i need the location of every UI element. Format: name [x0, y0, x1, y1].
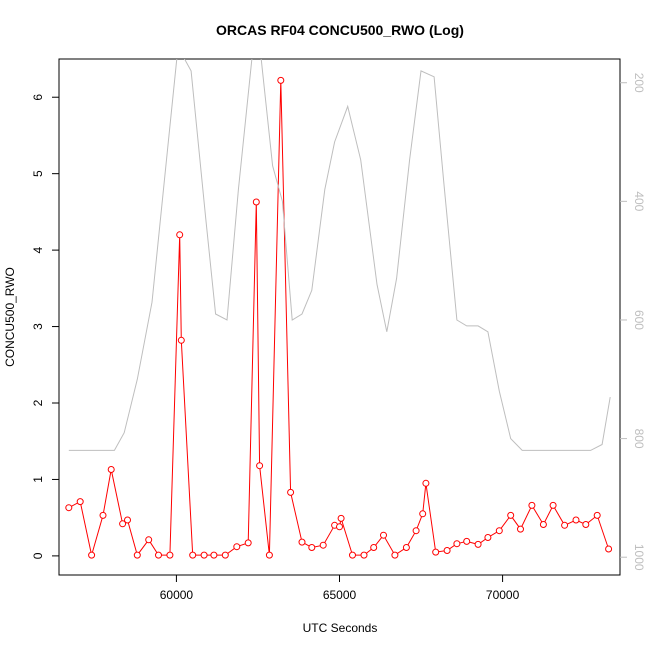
y-axis-label: CONCU500_RWO	[3, 267, 17, 367]
data-point	[463, 537, 471, 545]
data-point	[474, 540, 482, 548]
data-point	[252, 198, 260, 206]
x-tick-label: 65000	[323, 588, 357, 602]
data-point	[308, 544, 316, 551]
data-point	[298, 538, 306, 546]
data-point	[484, 534, 492, 541]
data-point	[210, 551, 218, 559]
data-point	[539, 521, 547, 528]
data-point	[133, 551, 141, 559]
axes: 60000 65000 70000 0 1 2 3 4 5 6 200 400 600 800 1000	[31, 73, 646, 602]
data-point	[277, 76, 285, 84]
data-point	[200, 551, 208, 559]
series-line-0	[68, 80, 610, 557]
chart-title: ORCAS RF04 CONCU500_RWO (Log)	[216, 22, 464, 38]
y-axis-left: 0 1 2 3 4 5 6	[31, 94, 59, 559]
data-point	[155, 551, 162, 559]
data-point	[177, 336, 185, 344]
data-point	[495, 527, 503, 535]
data-point	[549, 501, 557, 509]
data-point	[402, 544, 410, 551]
data-point	[145, 536, 153, 544]
y-tick-label: 2	[31, 399, 45, 406]
y2-tick-label: 600	[632, 310, 646, 330]
data-point	[336, 523, 343, 531]
y2-tick-label: 400	[632, 191, 646, 211]
data-point	[337, 514, 345, 522]
data-point	[582, 521, 590, 528]
x-tick-label: 60000	[160, 588, 194, 602]
data-point	[528, 501, 536, 509]
series-line-1	[68, 59, 611, 451]
y-tick-label: 3	[31, 323, 45, 330]
data-point	[561, 521, 569, 529]
y2-tick-label: 1000	[632, 544, 646, 571]
x-axis: 60000 65000 70000	[160, 575, 520, 602]
data-point	[349, 551, 356, 559]
data-point	[119, 520, 127, 528]
data-point	[99, 511, 107, 519]
y-tick-label: 6	[31, 94, 45, 101]
data-point	[422, 479, 430, 487]
plot-frame	[58, 58, 621, 576]
data-point	[412, 527, 420, 535]
y-tick-label: 1	[31, 476, 45, 483]
data-point	[517, 525, 524, 533]
data-point	[391, 551, 399, 559]
y2-tick-label: 800	[632, 429, 646, 449]
y-axis-right: 200 400 600 800 1000	[620, 73, 646, 571]
data-point	[360, 551, 368, 559]
x-axis-label: UTC Seconds	[303, 621, 378, 635]
y2-tick-label: 200	[632, 73, 646, 93]
data-point	[244, 539, 252, 547]
y-tick-label: 5	[31, 170, 45, 177]
data-point	[380, 531, 387, 539]
data-point	[432, 548, 440, 556]
data-point	[443, 547, 451, 554]
data-point	[189, 551, 197, 559]
data-point	[221, 551, 229, 559]
data-point	[593, 511, 601, 519]
data-point	[507, 511, 515, 519]
data-point	[605, 545, 613, 553]
data-point	[233, 543, 241, 551]
data-point	[107, 466, 115, 473]
data-point	[287, 488, 295, 496]
y-tick-label: 0	[31, 552, 45, 559]
data-point	[265, 551, 273, 559]
data-point	[319, 541, 327, 549]
data-point	[124, 516, 131, 524]
data-point	[166, 551, 174, 559]
data-point	[176, 231, 184, 239]
data-point	[65, 504, 73, 512]
plot-area	[65, 59, 613, 559]
y-tick-label: 4	[31, 246, 45, 253]
data-point	[88, 551, 96, 559]
data-point	[453, 540, 461, 548]
data-point	[419, 510, 427, 518]
x-tick-label: 70000	[486, 588, 520, 602]
data-point	[370, 544, 378, 551]
data-point	[76, 498, 84, 506]
data-point	[256, 462, 264, 470]
data-point	[572, 516, 580, 524]
